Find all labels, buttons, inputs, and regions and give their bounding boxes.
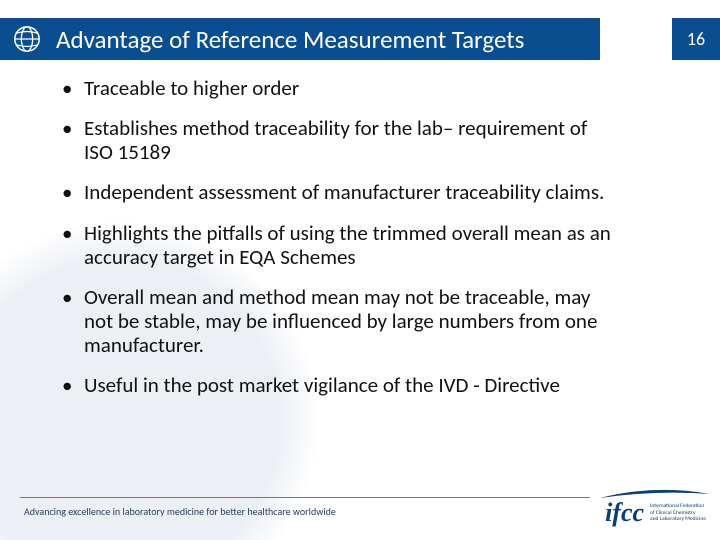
list-item: Establishes method traceability for the … — [58, 116, 618, 164]
logo-subtitle: International Federation of Clinical Che… — [650, 503, 706, 523]
bullet-list: Traceable to higher order Establishes me… — [58, 76, 618, 397]
footer-divider — [20, 497, 590, 498]
ifcc-logo: ifcc International Federation of Clinica… — [605, 500, 706, 526]
body-content: Traceable to higher order Establishes me… — [58, 76, 618, 413]
list-item: Highlights the pitfalls of using the tri… — [58, 221, 618, 269]
globe-icon — [12, 24, 42, 54]
page-number-box: 16 — [672, 18, 720, 60]
slide-title: Advantage of Reference Measurement Targe… — [54, 24, 524, 55]
title-bar: Advantage of Reference Measurement Targe… — [0, 18, 600, 60]
list-item: Useful in the post market vigilance of t… — [58, 373, 618, 397]
page-number: 16 — [687, 28, 705, 50]
list-item: Independent assessment of manufacturer t… — [58, 180, 618, 204]
slide: Advantage of Reference Measurement Targe… — [0, 0, 720, 540]
logo-text: ifcc — [605, 500, 644, 526]
footer-tagline: Advancing excellence in laboratory medic… — [24, 505, 336, 518]
list-item: Overall mean and method mean may not be … — [58, 285, 618, 357]
list-item: Traceable to higher order — [58, 76, 618, 100]
